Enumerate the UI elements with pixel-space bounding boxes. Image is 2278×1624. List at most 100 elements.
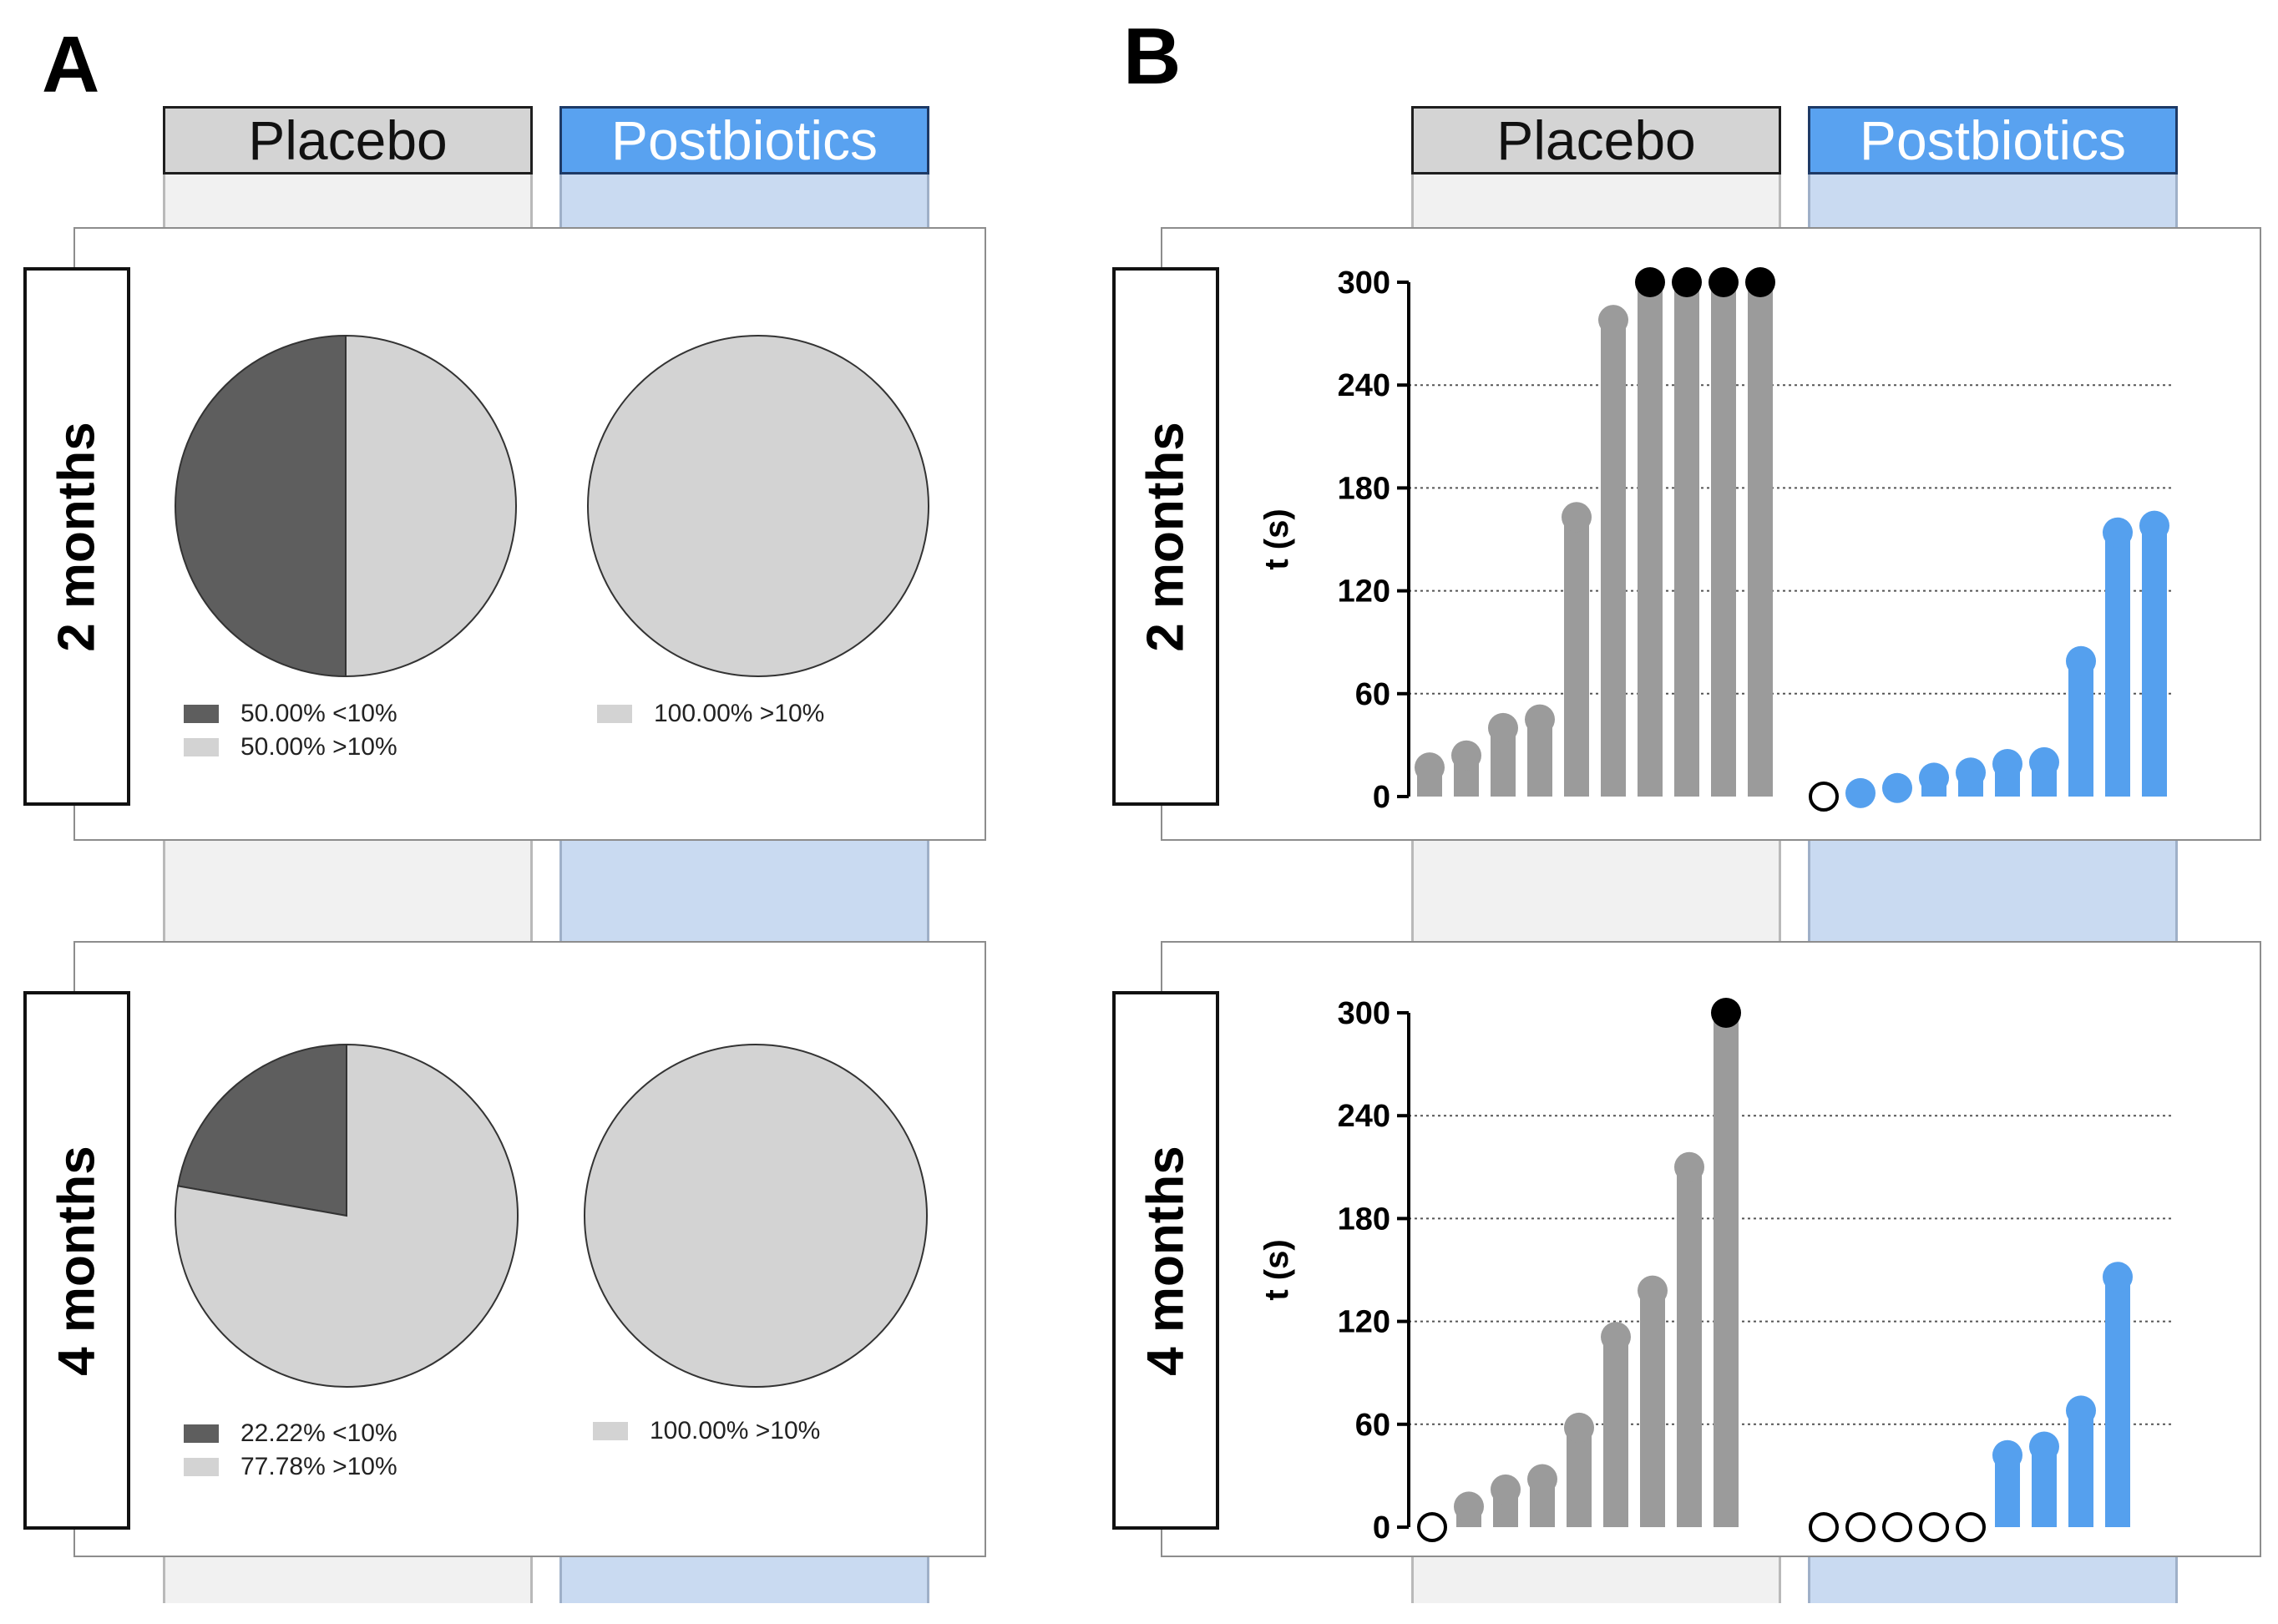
row-label-2-months-a: 2 months	[23, 267, 130, 806]
legend-text: 22.22% <10%	[240, 1419, 397, 1447]
data-point	[2029, 746, 2059, 777]
data-point	[1562, 502, 1592, 533]
legend-text: 50.00% >10%	[240, 733, 397, 761]
data-point	[2139, 510, 2169, 541]
y-axis-label: t (s)	[1258, 1239, 1295, 1300]
data-point	[2066, 1395, 2096, 1426]
data-point-capped	[1711, 998, 1741, 1028]
bar	[2068, 660, 2093, 797]
legend-swatch	[184, 1458, 219, 1476]
legend-swatch	[593, 1422, 628, 1440]
y-tick-label: 300	[1338, 266, 1390, 301]
panel-label-b: B	[1123, 12, 1182, 101]
legend-text: 77.78% >10%	[240, 1453, 397, 1480]
bar	[1674, 282, 1699, 797]
pie-slice	[175, 334, 347, 678]
data-point	[2029, 1431, 2059, 1462]
row-label-4-months-b: 4 months	[1112, 991, 1219, 1530]
y-tick-label: 180	[1338, 1202, 1390, 1237]
data-point	[2103, 1262, 2133, 1293]
data-point-zero	[1882, 1512, 1912, 1542]
placebo-header-b: Placebo	[1411, 106, 1781, 175]
bar	[1677, 1166, 1702, 1527]
row-label-2-months-b: 2 months	[1112, 267, 1219, 806]
data-point-zero	[1956, 1512, 1986, 1542]
row-label-text: 2 months	[48, 421, 106, 652]
data-point	[1956, 757, 1986, 788]
bar	[1601, 320, 1626, 797]
pie-charts-4-months: 22.22% <10% 77.78% >10% 100.00% >10%	[175, 1043, 928, 1480]
legend-swatch	[597, 705, 632, 723]
panel-a-row-4-months: 22.22% <10% 77.78% >10% 100.00% >10%	[73, 941, 986, 1557]
row-label-text: 2 months	[1136, 421, 1195, 652]
data-point	[1845, 777, 1876, 808]
y-axis-label: t (s)	[1258, 508, 1295, 569]
bar	[2105, 1277, 2130, 1527]
bar	[1711, 282, 1736, 797]
data-point	[1454, 1491, 1484, 1522]
y-tick-label: 0	[1373, 1510, 1390, 1546]
legend-swatch	[184, 705, 219, 723]
legend-text: 100.00% >10%	[654, 700, 824, 727]
legend-swatch	[184, 1424, 219, 1443]
data-point	[2103, 517, 2133, 548]
data-point	[1564, 1412, 1594, 1443]
y-tick-label: 0	[1373, 780, 1390, 815]
bar	[2068, 1410, 2093, 1527]
data-point	[1491, 1474, 1521, 1505]
data-point	[1638, 1275, 1668, 1306]
y-tick-label: 300	[1338, 996, 1390, 1031]
data-point-capped	[1672, 267, 1702, 297]
data-point	[1527, 1464, 1557, 1495]
bar	[1603, 1337, 1628, 1527]
bar	[1638, 282, 1663, 797]
y-tick-label: 240	[1338, 368, 1390, 403]
pie-slice	[587, 335, 929, 677]
data-point	[1415, 752, 1445, 783]
data-point	[1598, 305, 1628, 336]
data-point-capped	[1745, 267, 1775, 297]
row-label-4-months-a: 4 months	[23, 991, 130, 1530]
y-tick-label: 60	[1355, 677, 1390, 712]
bar	[2105, 532, 2130, 797]
lollipop-chart-2-months: 0 60 120 180 240 300 t (s)	[1258, 266, 2173, 815]
y-tick-label: 120	[1338, 1305, 1390, 1340]
y-tick-label: 180	[1338, 471, 1390, 506]
row-label-text: 4 months	[1136, 1145, 1195, 1376]
panel-b-row-2-months: 0 60 120 180 240 300 t (s)	[1161, 227, 2261, 841]
data-point	[2066, 645, 2096, 676]
pie-slice	[175, 1043, 519, 1388]
data-point	[1451, 740, 1481, 771]
y-tick-label: 120	[1338, 574, 1390, 610]
data-point	[1992, 748, 2022, 779]
data-point	[1919, 762, 1949, 793]
data-point	[1601, 1322, 1631, 1353]
data-point	[1882, 772, 1912, 803]
data-point-capped	[1635, 267, 1665, 297]
legend-swatch	[184, 738, 219, 756]
bar	[1640, 1290, 1665, 1527]
postbiotics-header-a: Postbiotics	[559, 106, 929, 175]
data-point-zero	[1809, 782, 1839, 812]
row-label-text: 4 months	[48, 1145, 106, 1376]
data-point	[1525, 704, 1555, 735]
postbiotics-header-b: Postbiotics	[1808, 106, 2178, 175]
legend-text: 100.00% >10%	[650, 1417, 820, 1444]
data-point-zero	[1417, 1512, 1447, 1542]
legend-text: 50.00% <10%	[240, 700, 397, 727]
pie-charts-2-months: 50.00% <10% 50.00% >10% 100.00% >10%	[175, 334, 929, 761]
bar	[1714, 1013, 1739, 1527]
bar	[2142, 525, 2167, 797]
panel-b-row-4-months: 0 60 120 180 240 300 t (s)	[1161, 941, 2261, 1557]
bar	[1564, 517, 1589, 797]
lollipop-chart-4-months: 0 60 120 180 240 300 t (s)	[1258, 996, 2173, 1546]
data-point	[1992, 1439, 2022, 1470]
placebo-header-a: Placebo	[163, 106, 533, 175]
bar	[1567, 1427, 1592, 1527]
data-point	[1488, 712, 1518, 743]
data-point-capped	[1708, 267, 1739, 297]
data-point-zero	[1919, 1512, 1949, 1542]
bar	[1748, 282, 1773, 797]
panel-label-a: A	[42, 20, 100, 109]
data-point	[1674, 1151, 1704, 1182]
